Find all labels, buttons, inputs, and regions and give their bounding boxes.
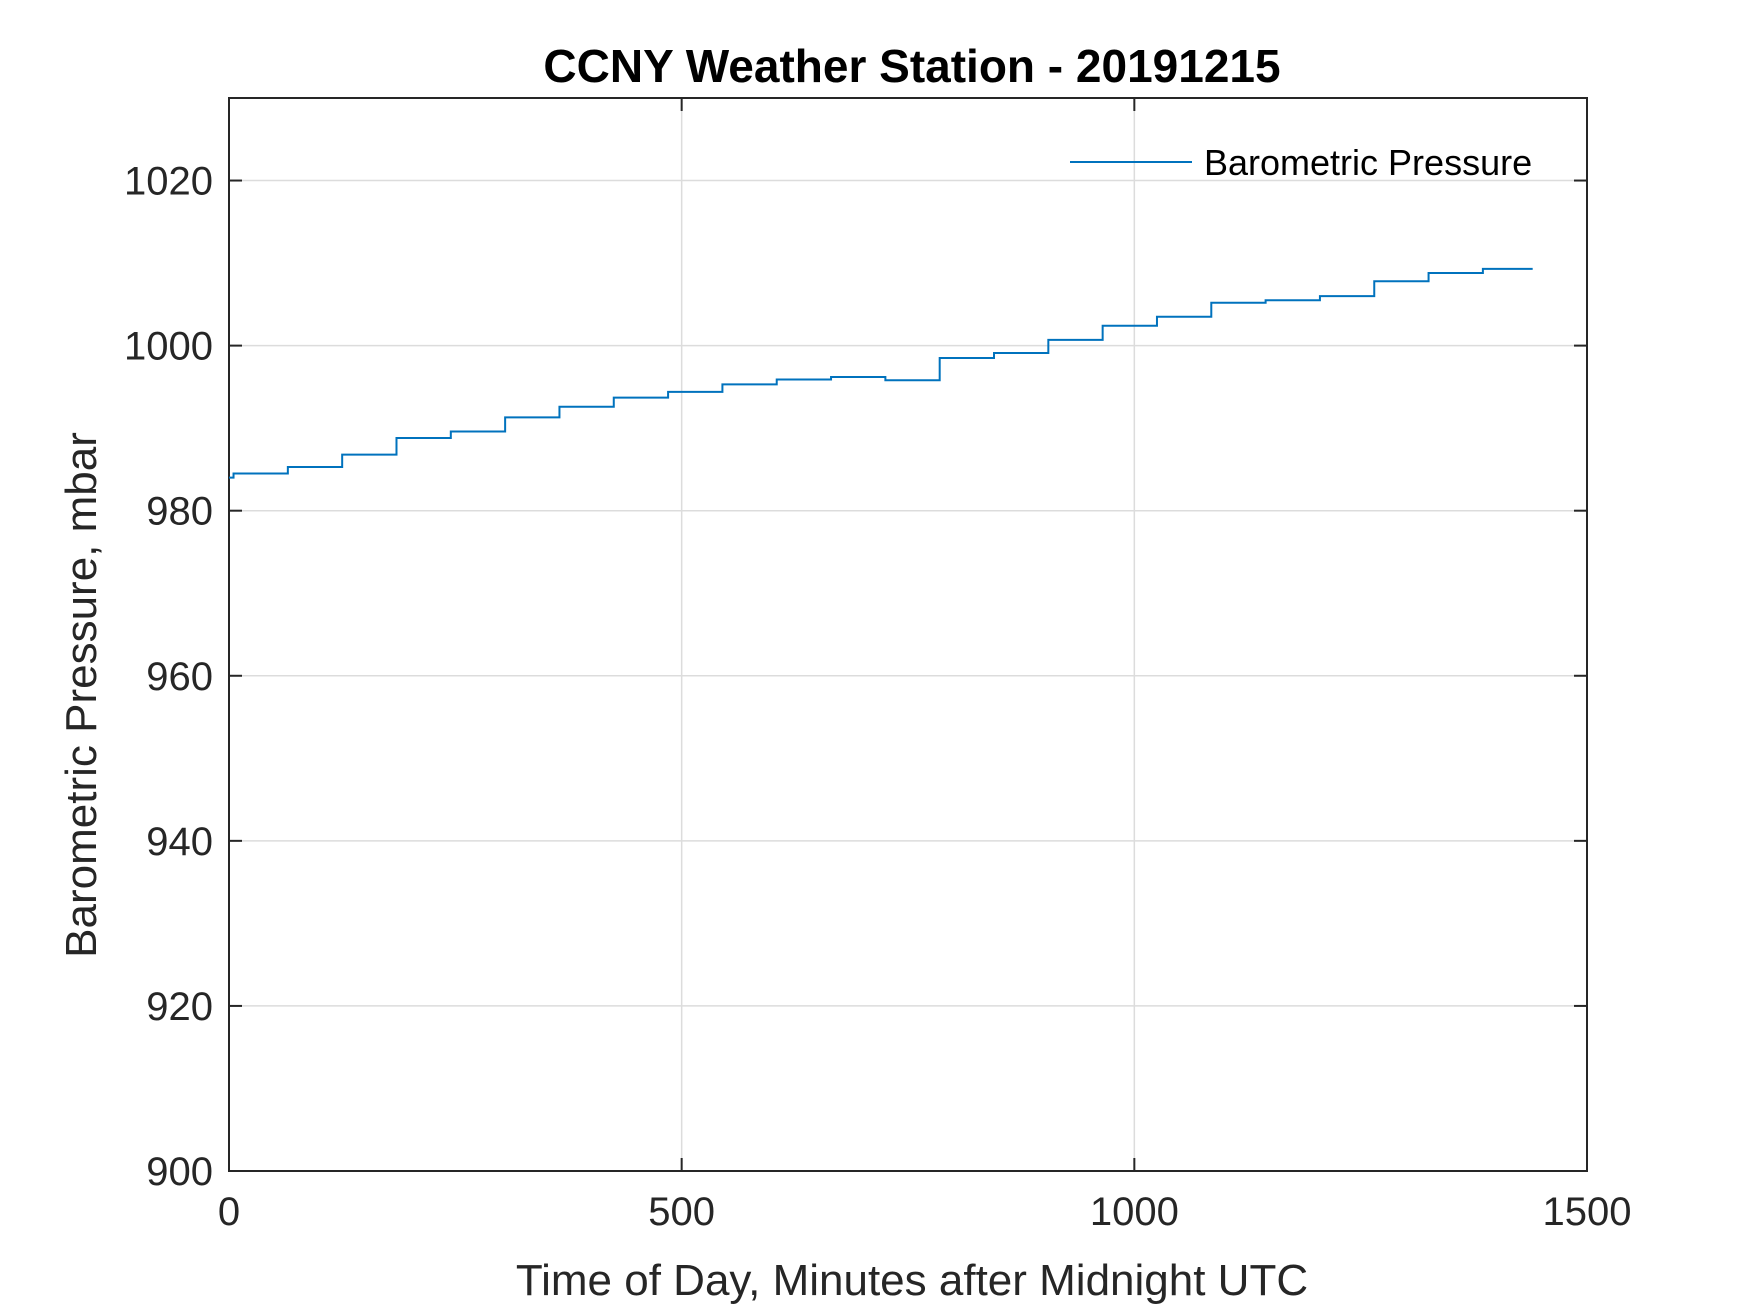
tick-marks — [228, 98, 1588, 1172]
series-layer — [229, 267, 1533, 479]
series-line-barometric-pressure — [229, 267, 1533, 479]
y-tick-labels: 900 920 940 960 980 1000 1020 — [124, 160, 213, 1194]
x-tick-label: 500 — [648, 1190, 715, 1234]
y-tick-label: 960 — [146, 655, 213, 699]
y-tick-label: 900 — [146, 1150, 213, 1194]
y-tick-label: 980 — [146, 490, 213, 534]
x-tick-label: 0 — [218, 1190, 240, 1234]
legend: Barometric Pressure — [1070, 142, 1532, 183]
y-axis-label: Barometric Pressure, mbar — [57, 432, 106, 958]
chart-title: CCNY Weather Station - 20191215 — [543, 40, 1280, 92]
x-tick-labels: 0 500 1000 1500 — [218, 1190, 1632, 1234]
y-tick-label: 1000 — [124, 325, 213, 369]
grid — [229, 98, 1587, 1171]
y-tick-label: 920 — [146, 985, 213, 1029]
x-axis-label: Time of Day, Minutes after Midnight UTC — [516, 1256, 1308, 1305]
y-tick-label: 940 — [146, 820, 213, 864]
x-tick-label: 1000 — [1090, 1190, 1179, 1234]
axes-box — [228, 97, 1588, 1172]
x-tick-label: 1500 — [1543, 1190, 1632, 1234]
y-tick-label: 1020 — [124, 160, 213, 204]
legend-label-barometric-pressure: Barometric Pressure — [1204, 142, 1532, 183]
